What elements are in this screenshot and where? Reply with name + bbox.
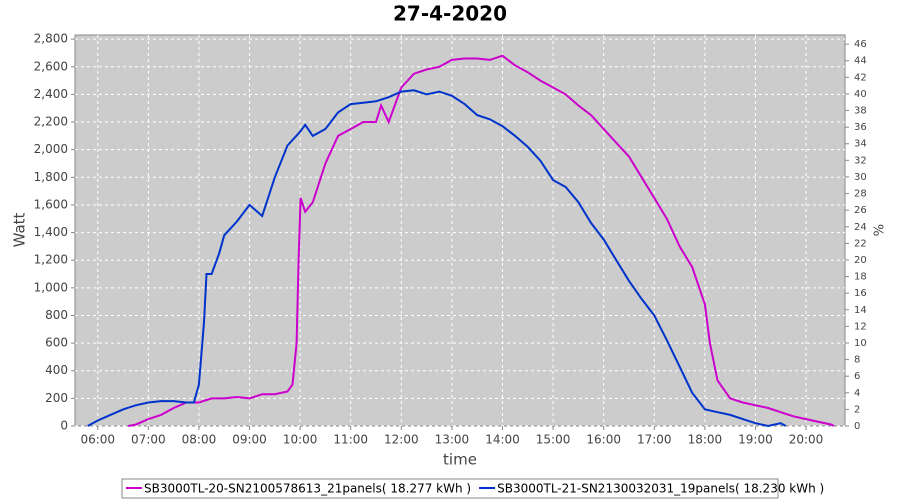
x-tick-label: 12:00: [384, 433, 419, 447]
y2-tick-label: 26: [854, 205, 867, 216]
y2-tick-label: 20: [854, 255, 867, 266]
x-tick-label: 11:00: [333, 433, 368, 447]
y-tick-label: 2,000: [34, 142, 68, 156]
y2-tick-label: 18: [854, 272, 867, 283]
y-tick-label: 2,400: [34, 87, 68, 101]
x-tick-label: 08:00: [182, 433, 217, 447]
y-tick-label: 1,600: [34, 197, 68, 211]
y2-tick-label: 6: [854, 371, 860, 382]
y-tick-label: 0: [60, 419, 68, 433]
y2-tick-label: 40: [854, 89, 867, 100]
y2-tick-label: 24: [854, 222, 867, 233]
y-axis-label: Watt: [11, 212, 29, 247]
y-tick-label: 1,800: [34, 170, 68, 184]
x-tick-label: 15:00: [536, 433, 571, 447]
chart-title: 27-4-2020: [393, 2, 507, 26]
y2-tick-label: 36: [854, 122, 867, 133]
y-tick-label: 1,400: [34, 225, 68, 239]
y2-tick-label: 30: [854, 172, 867, 183]
y-tick-label: 600: [45, 336, 68, 350]
plot-area: [74, 34, 846, 427]
y2-tick-label: 10: [854, 338, 867, 349]
y2-axis-label: %: [873, 224, 888, 236]
x-tick-label: 16:00: [586, 433, 621, 447]
legend: [121, 478, 779, 499]
y2-tick-label: 38: [854, 106, 867, 117]
series-line: [87, 89, 787, 428]
y-tick-label: 2,800: [34, 32, 68, 46]
y2-tick-label: 0: [854, 421, 860, 432]
x-tick-label: 09:00: [232, 433, 267, 447]
y2-tick-label: 28: [854, 189, 867, 200]
x-tick-label: 19:00: [738, 433, 773, 447]
y-tick-label: 1,200: [34, 253, 68, 267]
y-tick-label: 1,000: [34, 280, 68, 294]
y-tick-label: 2,200: [34, 115, 68, 129]
x-tick-label: 17:00: [637, 433, 672, 447]
y-tick-label: 400: [45, 363, 68, 377]
y2-tick-label: 8: [854, 355, 860, 366]
legend-label: SB3000TL-20-SN2100578613_21panels( 18.27…: [144, 482, 471, 496]
x-tick-label: 20:00: [789, 433, 824, 447]
y2-tick-label: 16: [854, 288, 867, 299]
y2-tick-label: 44: [854, 56, 867, 67]
legend-label: SB3000TL-21-SN2130032031_19panels( 18.23…: [497, 482, 824, 496]
x-tick-label: 14:00: [485, 433, 520, 447]
y-tick-label: 2,600: [34, 59, 68, 73]
y-tick-label: 800: [45, 308, 68, 322]
y2-tick-label: 14: [854, 305, 867, 316]
y2-tick-label: 22: [854, 238, 867, 249]
y2-tick-label: 12: [854, 321, 867, 332]
y-tick-label: 200: [45, 391, 68, 405]
x-tick-label: 07:00: [131, 433, 166, 447]
x-tick-label: 13:00: [435, 433, 470, 447]
x-axis-label: time: [443, 451, 477, 469]
series-line: [127, 54, 835, 427]
y2-tick-label: 42: [854, 72, 867, 83]
y2-tick-label: 32: [854, 155, 867, 166]
x-tick-label: 10:00: [283, 433, 318, 447]
x-tick-label: 18:00: [688, 433, 723, 447]
x-tick-label: 06:00: [80, 433, 115, 447]
y2-tick-label: 34: [854, 139, 867, 150]
y2-tick-label: 2: [854, 404, 860, 415]
y2-tick-label: 4: [854, 388, 860, 399]
y2-tick-label: 46: [854, 39, 867, 50]
